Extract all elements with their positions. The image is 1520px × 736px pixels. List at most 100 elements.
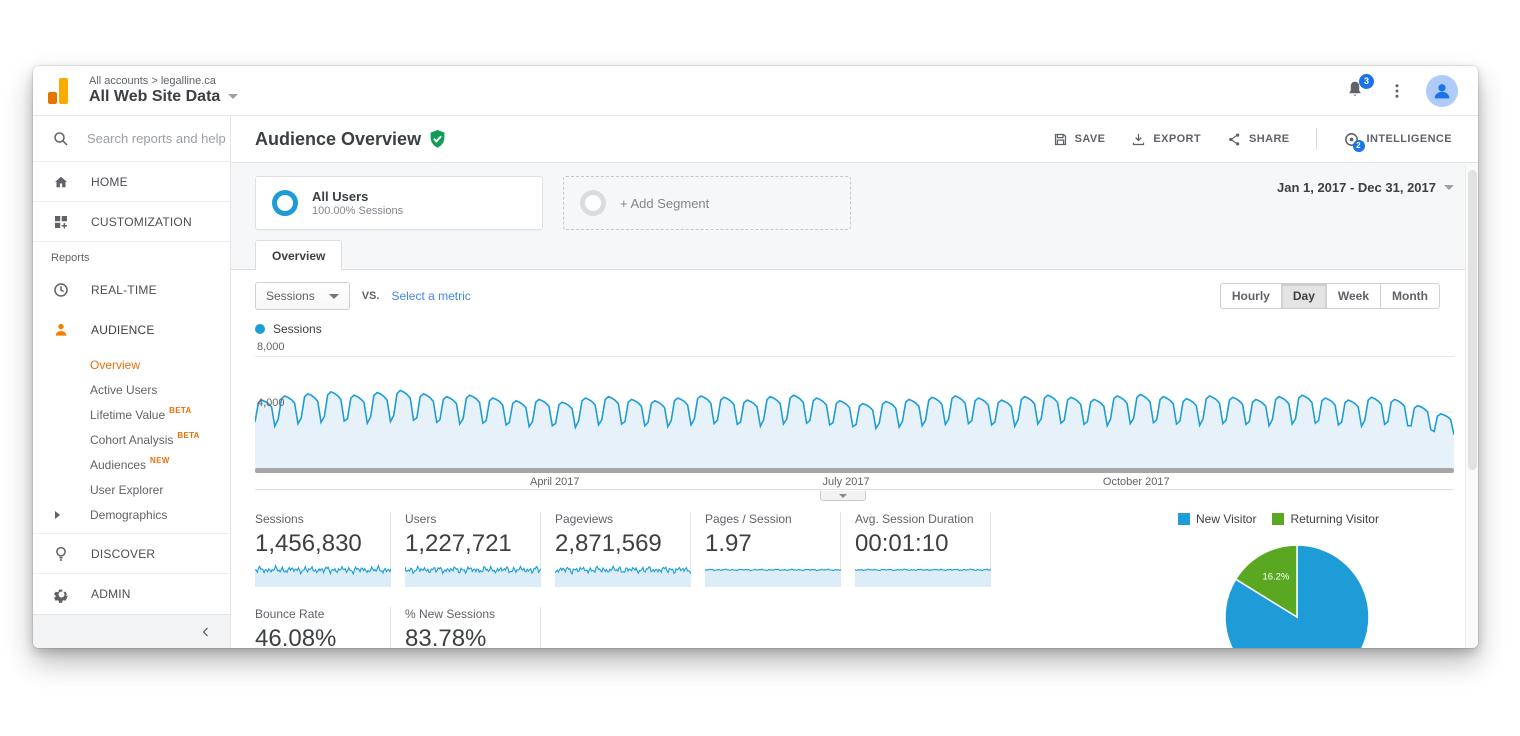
tab-bar: Overview bbox=[255, 240, 1478, 270]
timeline-slider[interactable] bbox=[255, 468, 1454, 473]
scrollbar-thumb[interactable] bbox=[1468, 170, 1477, 470]
expand-arrow-icon[interactable] bbox=[55, 510, 60, 519]
svg-text:16.2%: 16.2% bbox=[1262, 571, 1289, 582]
home-icon bbox=[51, 173, 71, 191]
avg-session-duration-sparkline bbox=[855, 568, 991, 587]
breadcrumb: All accounts > legalline.ca bbox=[89, 74, 216, 87]
date-range-selector[interactable]: Jan 1, 2017 - Dec 31, 2017 bbox=[1277, 176, 1454, 195]
metric-card-users: Users 1,227,721 bbox=[405, 512, 541, 587]
summary-section: Sessions 1,456,830 Users 1,227,721 Pagev… bbox=[231, 490, 1478, 648]
submenu-item-cohort-analysis[interactable]: Cohort Analysis BETA bbox=[90, 431, 200, 447]
add-segment-button[interactable]: + Add Segment bbox=[563, 176, 851, 230]
bell-icon bbox=[1349, 81, 1361, 96]
pageviews-sparkline bbox=[555, 564, 691, 587]
metric-card-bounce-rate: Bounce Rate 46.08% bbox=[255, 607, 391, 648]
timeline-expand-handle[interactable] bbox=[819, 490, 866, 501]
x-axis-tick-october: October 2017 bbox=[1102, 476, 1170, 488]
search-placeholder: Search reports and help bbox=[87, 131, 226, 146]
granularity-hourly-button[interactable]: Hourly bbox=[1219, 283, 1282, 309]
verified-shield-icon bbox=[430, 130, 445, 148]
sidebar-item-label: HOME bbox=[91, 174, 128, 189]
more-options-icon[interactable] bbox=[1388, 82, 1406, 100]
notifications-button[interactable]: 3 bbox=[1344, 73, 1374, 103]
user-avatar[interactable] bbox=[1426, 74, 1458, 107]
audience-person-icon bbox=[51, 321, 71, 339]
legend-returning-visitor: Returning Visitor bbox=[1272, 512, 1379, 526]
submenu-item-audiences[interactable]: Audiences NEW bbox=[90, 456, 170, 472]
submenu-item-lifetime-value[interactable]: Lifetime Value BETA bbox=[90, 406, 192, 422]
granularity-month-button[interactable]: Month bbox=[1380, 283, 1440, 309]
save-button[interactable]: SAVE bbox=[1053, 132, 1106, 147]
clock-icon bbox=[51, 281, 71, 299]
new-visitor-swatch bbox=[1178, 513, 1190, 525]
sidebar-nav: Search reports and help HOME CUSTOMIZATI… bbox=[33, 116, 231, 648]
tab-overview[interactable]: Overview bbox=[255, 240, 343, 270]
metric-card-pageviews: Pageviews 2,871,569 bbox=[555, 512, 691, 587]
sidebar-item-customization[interactable]: CUSTOMIZATION bbox=[33, 202, 230, 242]
page-title: Audience Overview bbox=[255, 128, 422, 149]
submenu-item-user-explorer[interactable]: User Explorer bbox=[90, 482, 164, 497]
chart-legend: Sessions bbox=[231, 314, 1478, 338]
sessions-legend-dot bbox=[255, 324, 265, 334]
sidebar-item-label: AUDIENCE bbox=[91, 323, 155, 337]
actions-divider bbox=[1315, 128, 1317, 150]
intelligence-button[interactable]: 2 INTELLIGENCE bbox=[1343, 131, 1452, 152]
metric-dropdown[interactable]: Sessions bbox=[255, 282, 350, 310]
search-input[interactable]: Search reports and help bbox=[33, 116, 230, 162]
metric-card-new-sessions: % New Sessions 83.78% bbox=[405, 607, 541, 648]
sidebar-item-label: ADMIN bbox=[91, 587, 131, 601]
overview-panel: Sessions VS. Select a metric Hourly Day … bbox=[231, 269, 1478, 648]
pie-legend: New Visitor Returning Visitor bbox=[1178, 512, 1438, 526]
chevron-left-icon bbox=[202, 627, 208, 636]
intelligence-count-badge: 2 bbox=[1352, 139, 1365, 152]
sidebar-item-audience[interactable]: AUDIENCE bbox=[33, 310, 230, 350]
sidebar-item-home[interactable]: HOME bbox=[33, 162, 230, 202]
chevron-down-icon bbox=[1444, 185, 1454, 190]
x-axis-tick-april: April 2017 bbox=[529, 476, 580, 488]
chevron-down-icon[interactable] bbox=[228, 94, 239, 100]
granularity-day-button[interactable]: Day bbox=[1280, 283, 1327, 309]
sidebar-item-admin[interactable]: ADMIN bbox=[33, 574, 230, 614]
sidebar-item-label: REAL-TIME bbox=[91, 283, 157, 297]
export-button[interactable]: EXPORT bbox=[1131, 132, 1201, 147]
x-axis-labels: April 2017 July 2017 October 2017 bbox=[255, 473, 1454, 501]
search-icon bbox=[51, 130, 71, 148]
metric-card-avg-session-duration: Avg. Session Duration 00:01:10 bbox=[855, 512, 991, 587]
metric-cards: Sessions 1,456,830 Users 1,227,721 Pagev… bbox=[255, 512, 1095, 648]
top-header-bar: All accounts > legalline.ca All Web Site… bbox=[33, 66, 1478, 116]
legend-new-visitor: New Visitor bbox=[1178, 512, 1256, 526]
submenu-item-overview[interactable]: Overview bbox=[90, 357, 141, 372]
chevron-down-icon bbox=[328, 293, 339, 299]
submenu-item-demographics[interactable]: Demographics bbox=[33, 502, 230, 527]
granularity-week-button[interactable]: Week bbox=[1325, 283, 1382, 309]
google-analytics-logo-icon bbox=[47, 77, 73, 104]
account-breadcrumb-block[interactable]: All accounts > legalline.ca All Web Site… bbox=[89, 74, 239, 106]
segment-all-users[interactable]: All Users 100.00% Sessions bbox=[255, 176, 543, 230]
share-button[interactable]: SHARE bbox=[1227, 132, 1290, 147]
sidebar-item-real-time[interactable]: REAL-TIME bbox=[33, 270, 230, 310]
save-icon bbox=[1054, 133, 1066, 145]
segment-name: All Users bbox=[312, 188, 369, 204]
property-title: All Web Site Data bbox=[89, 87, 221, 105]
y-axis-tick-8000: 8,000 bbox=[257, 341, 285, 353]
sidebar-item-discover[interactable]: DISCOVER bbox=[33, 534, 230, 574]
submenu-item-active-users[interactable]: Active Users bbox=[90, 382, 158, 397]
sessions-legend-label: Sessions bbox=[273, 322, 322, 336]
audience-submenu: Overview Active Users Lifetime Value BETA… bbox=[33, 350, 230, 533]
visitor-type-pie-chart: 83.8%16.2% bbox=[1224, 544, 1370, 648]
returning-visitor-swatch bbox=[1272, 513, 1285, 525]
vs-label: VS. bbox=[361, 290, 380, 302]
segment-donut-icon bbox=[272, 190, 298, 216]
sidebar-divider bbox=[33, 533, 230, 534]
beta-badge: BETA bbox=[169, 406, 192, 415]
users-sparkline bbox=[405, 564, 541, 587]
x-axis-tick-july: July 2017 bbox=[822, 476, 870, 488]
report-header: Audience Overview SAVE EXPORT bbox=[231, 116, 1478, 163]
beta-badge: BETA bbox=[177, 431, 200, 440]
vertical-scrollbar bbox=[1465, 166, 1478, 648]
main-content: Audience Overview SAVE EXPORT bbox=[231, 116, 1478, 648]
gear-icon bbox=[51, 585, 71, 604]
lightbulb-icon bbox=[51, 545, 71, 563]
sidebar-collapse-button[interactable] bbox=[33, 614, 230, 648]
select-metric-link[interactable]: Select a metric bbox=[391, 289, 471, 303]
